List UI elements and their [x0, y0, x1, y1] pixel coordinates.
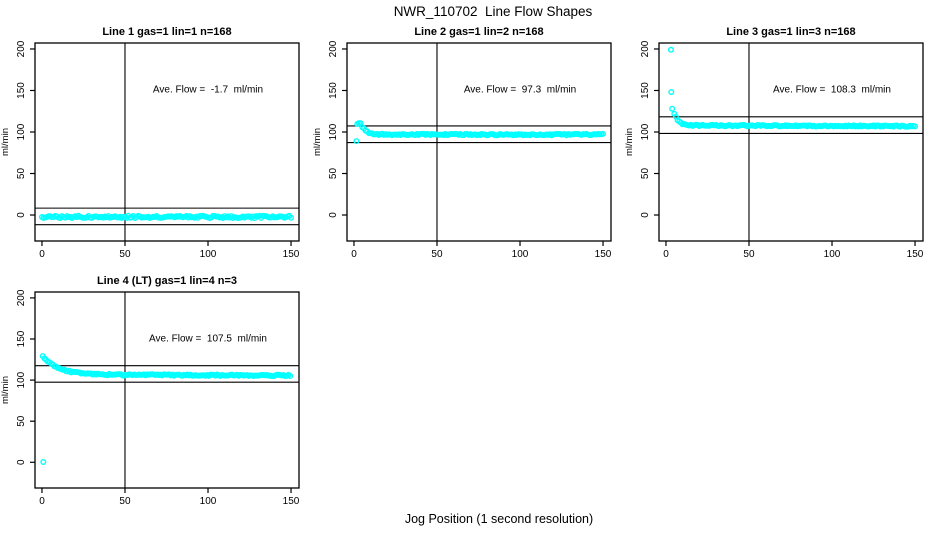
- svg-text:150: 150: [16, 82, 27, 99]
- svg-text:100: 100: [640, 123, 651, 140]
- svg-text:150: 150: [283, 249, 300, 260]
- svg-text:100: 100: [328, 123, 339, 140]
- svg-text:ml/min: ml/min: [624, 128, 635, 156]
- svg-text:50: 50: [743, 249, 755, 260]
- panel-title-line-4: Line 4 (LT) gas=1 lin=4 n=3: [96, 275, 238, 287]
- svg-text:50: 50: [431, 249, 443, 260]
- svg-text:150: 150: [283, 496, 300, 507]
- svg-text:200: 200: [328, 40, 339, 57]
- svg-text:0: 0: [16, 459, 27, 465]
- panel-title-line-3: Line 3 gas=1 lin=3 n=168: [726, 26, 856, 38]
- svg-text:ml/min: ml/min: [0, 376, 11, 404]
- svg-text:0: 0: [39, 249, 45, 260]
- svg-text:ml/min: ml/min: [312, 128, 323, 156]
- svg-text:200: 200: [640, 40, 651, 57]
- svg-text:150: 150: [328, 82, 339, 99]
- svg-text:0: 0: [351, 249, 357, 260]
- panel-title-line-1: Line 1 gas=1 lin=1 n=168: [102, 26, 232, 38]
- svg-text:200: 200: [16, 289, 27, 306]
- svg-text:200: 200: [16, 40, 27, 57]
- x-axis-label: Jog Position (1 second resolution): [404, 512, 594, 526]
- svg-text:150: 150: [907, 249, 924, 260]
- svg-text:100: 100: [200, 496, 217, 507]
- svg-text:50: 50: [16, 168, 27, 180]
- svg-text:100: 100: [200, 249, 217, 260]
- ave-flow-annotation: Ave. Flow = -1.7 ml/min: [152, 84, 264, 96]
- ave-flow-annotation: Ave. Flow = 107.5 ml/min: [149, 333, 267, 345]
- svg-text:0: 0: [16, 212, 27, 218]
- svg-text:150: 150: [595, 249, 612, 260]
- svg-text:100: 100: [824, 249, 841, 260]
- svg-text:0: 0: [663, 249, 669, 260]
- svg-text:100: 100: [16, 123, 27, 140]
- svg-text:0: 0: [640, 212, 651, 218]
- figure-title: NWR_110702 Line Flow Shapes: [393, 4, 593, 19]
- svg-text:0: 0: [39, 496, 45, 507]
- svg-text:50: 50: [119, 249, 131, 260]
- svg-text:100: 100: [512, 249, 529, 260]
- svg-text:ml/min: ml/min: [0, 128, 11, 156]
- ave-flow-annotation: Ave. Flow = 108.3 ml/min: [773, 84, 891, 96]
- svg-text:0: 0: [328, 212, 339, 218]
- svg-text:50: 50: [640, 168, 651, 180]
- svg-text:50: 50: [119, 496, 131, 507]
- svg-text:100: 100: [16, 371, 27, 388]
- svg-text:50: 50: [328, 168, 339, 180]
- ave-flow-annotation: Ave. Flow = 97.3 ml/min: [463, 84, 577, 96]
- svg-text:50: 50: [16, 415, 27, 427]
- svg-text:150: 150: [16, 330, 27, 347]
- panel-title-line-2: Line 2 gas=1 lin=2 n=168: [414, 26, 544, 38]
- svg-text:150: 150: [640, 82, 651, 99]
